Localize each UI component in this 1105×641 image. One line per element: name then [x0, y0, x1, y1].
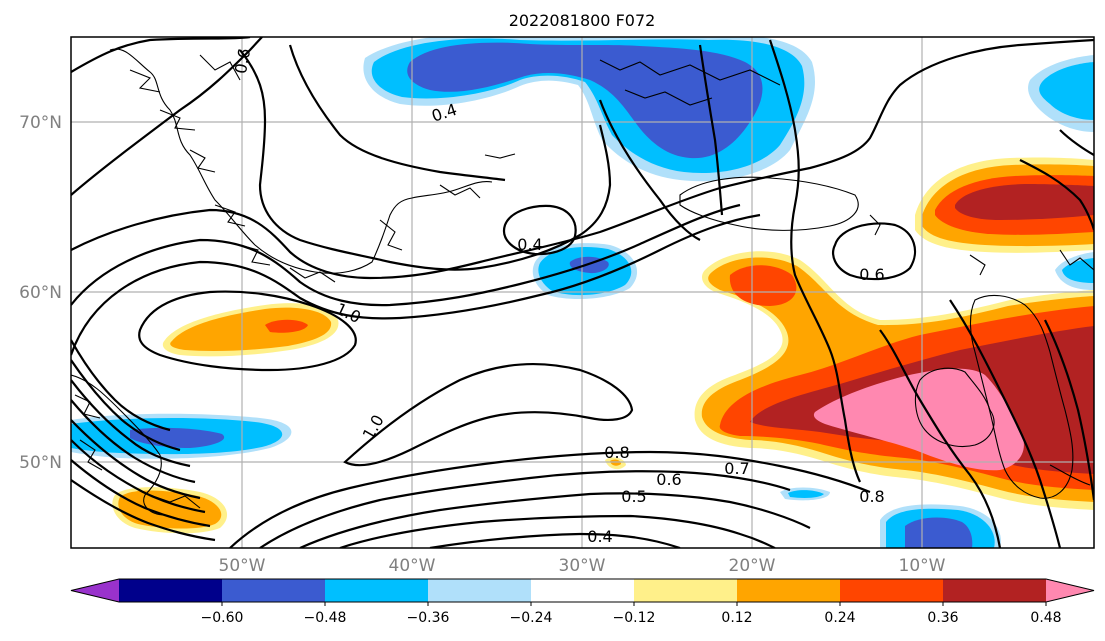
iceland-coast: [679, 176, 859, 231]
contour-labels: 0.6 0.4 0.4 1.0 0.6 1.0 0.8 0.7 0.6 0.5 …: [231, 47, 885, 546]
colorbar-tick-label: 0.36: [927, 610, 958, 626]
colorbar-tick-label: −0.48: [304, 610, 347, 626]
negative-anomaly-north: [363, 37, 815, 182]
positive-anomaly-east: [694, 251, 1094, 511]
colorbar-tick-label: 0.48: [1030, 610, 1061, 626]
positive-anomaly-labrador-sea: [162, 303, 339, 357]
contour-label: 0.6: [656, 470, 681, 489]
contour-label: 0.6: [859, 265, 884, 284]
negative-anomaly-northeast: [1028, 55, 1094, 290]
colorbar-tick-label: 0.24: [824, 610, 855, 626]
lon-label: 30°W: [559, 556, 606, 576]
svalbard-jan-mayen: [599, 59, 781, 86]
colorbar-extend-min: [71, 579, 119, 602]
colorbar-segment: [943, 579, 1047, 602]
lat-label: 70°N: [19, 113, 62, 133]
british-isles-coast: [914, 367, 995, 448]
colorbar-tick-label: −0.12: [613, 610, 656, 626]
colorbar-segment: [634, 579, 738, 602]
colorbar-outline: [70, 578, 1095, 603]
map-border: [70, 36, 1095, 549]
norway-coast: [1059, 249, 1094, 271]
colorbar-segment: [737, 579, 841, 602]
contour-label: 0.7: [724, 459, 749, 478]
lat-label: 60°N: [19, 283, 62, 303]
contour-label: 0.4: [517, 235, 542, 254]
colorbar-extend-max: [1046, 579, 1094, 602]
colorbar-tick-label: −0.36: [407, 610, 450, 626]
colorbar: −0.60 −0.48 −0.36 −0.24 −0.12 0.12 0.24 0.36 0.4…: [70, 578, 1095, 626]
contour-label: 0.4: [587, 527, 612, 546]
greenland-coast: [109, 48, 493, 274]
negative-anomaly-southwest: [71, 413, 292, 459]
contour-label: 0.8: [604, 443, 629, 462]
colorbar-segment: [531, 579, 635, 602]
lon-label: 20°W: [729, 556, 776, 576]
contour-label: 0.6: [231, 47, 254, 75]
lon-label: 50°W: [219, 556, 266, 576]
longitude-labels: 50°W 40°W 30°W 20°W 10°W: [219, 556, 946, 576]
colorbar-segment: [325, 579, 429, 602]
map-title: 2022081800 F072: [509, 11, 656, 30]
colorbar-tick-label: −0.24: [510, 610, 553, 626]
lat-label: 50°N: [19, 453, 62, 473]
contour-lines: [71, 37, 1094, 548]
colorbar-segment: [428, 579, 532, 602]
colorbar-segment: [119, 579, 223, 602]
positive-anomaly-norwegian-sea: [915, 157, 1094, 253]
latitude-labels: 70°N 60°N 50°N: [19, 113, 62, 473]
colorbar-tick-label: 0.12: [721, 610, 752, 626]
labrador-coast: [71, 374, 166, 516]
colorbar-tick-label: −0.60: [201, 610, 244, 626]
lon-label: 40°W: [389, 556, 436, 576]
contour-label: 0.8: [859, 487, 884, 506]
colorbar-segment: [222, 579, 326, 602]
lon-label: 10°W: [899, 556, 946, 576]
map-plot-area: 0.6 0.4 0.4 1.0 0.6 1.0 0.8 0.7 0.6 0.5 …: [71, 37, 1094, 548]
contour-label: 0.5: [621, 487, 646, 506]
colorbar-segment: [840, 579, 944, 602]
